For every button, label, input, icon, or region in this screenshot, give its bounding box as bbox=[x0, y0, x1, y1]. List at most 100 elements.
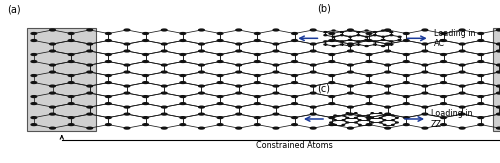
Circle shape bbox=[422, 85, 428, 87]
Circle shape bbox=[273, 50, 278, 52]
Circle shape bbox=[162, 50, 167, 52]
Circle shape bbox=[460, 106, 465, 108]
Circle shape bbox=[124, 64, 130, 66]
Circle shape bbox=[478, 40, 484, 41]
Circle shape bbox=[68, 40, 74, 41]
Circle shape bbox=[496, 64, 500, 66]
Circle shape bbox=[254, 82, 260, 83]
Circle shape bbox=[87, 29, 92, 31]
Circle shape bbox=[367, 115, 370, 116]
Circle shape bbox=[87, 50, 92, 52]
Circle shape bbox=[50, 64, 56, 66]
Circle shape bbox=[254, 103, 260, 104]
Circle shape bbox=[87, 71, 92, 73]
Circle shape bbox=[310, 50, 316, 52]
Circle shape bbox=[50, 113, 56, 115]
Circle shape bbox=[329, 54, 334, 55]
Circle shape bbox=[87, 127, 92, 129]
Circle shape bbox=[384, 120, 386, 121]
Text: Loading in
ZZ: Loading in ZZ bbox=[431, 109, 472, 129]
Circle shape bbox=[385, 92, 390, 94]
Circle shape bbox=[310, 85, 316, 87]
Text: (b): (b) bbox=[318, 3, 332, 13]
Circle shape bbox=[31, 75, 36, 76]
Circle shape bbox=[357, 35, 360, 36]
Circle shape bbox=[496, 50, 500, 52]
Circle shape bbox=[292, 103, 298, 104]
Circle shape bbox=[332, 39, 335, 40]
Circle shape bbox=[124, 85, 130, 87]
Circle shape bbox=[50, 127, 56, 129]
Circle shape bbox=[124, 43, 130, 45]
Circle shape bbox=[396, 117, 398, 118]
Circle shape bbox=[50, 85, 56, 87]
Circle shape bbox=[404, 75, 409, 76]
Circle shape bbox=[478, 61, 484, 62]
Circle shape bbox=[310, 92, 316, 94]
Circle shape bbox=[236, 50, 242, 52]
Circle shape bbox=[422, 92, 428, 94]
Circle shape bbox=[31, 117, 36, 119]
Circle shape bbox=[358, 115, 361, 116]
Circle shape bbox=[422, 29, 428, 31]
Circle shape bbox=[358, 120, 361, 121]
Circle shape bbox=[348, 43, 353, 45]
Circle shape bbox=[478, 82, 484, 83]
Circle shape bbox=[106, 103, 111, 104]
Circle shape bbox=[198, 106, 204, 108]
Circle shape bbox=[106, 40, 111, 41]
Circle shape bbox=[198, 113, 204, 115]
Circle shape bbox=[124, 71, 130, 73]
Circle shape bbox=[348, 127, 353, 129]
Circle shape bbox=[68, 117, 74, 119]
Circle shape bbox=[106, 75, 111, 76]
Circle shape bbox=[124, 92, 130, 94]
Circle shape bbox=[68, 124, 74, 126]
Circle shape bbox=[357, 41, 360, 42]
Circle shape bbox=[324, 41, 327, 42]
Circle shape bbox=[440, 96, 446, 97]
Circle shape bbox=[440, 33, 446, 34]
Circle shape bbox=[440, 124, 446, 126]
Circle shape bbox=[106, 33, 111, 34]
Circle shape bbox=[374, 44, 376, 45]
Circle shape bbox=[198, 29, 204, 31]
Circle shape bbox=[348, 64, 353, 66]
Circle shape bbox=[330, 117, 332, 118]
Text: (c): (c) bbox=[318, 83, 330, 93]
Circle shape bbox=[180, 117, 186, 119]
Circle shape bbox=[390, 35, 393, 36]
Circle shape bbox=[348, 50, 353, 52]
Circle shape bbox=[218, 54, 223, 55]
Circle shape bbox=[385, 85, 390, 87]
Circle shape bbox=[366, 96, 372, 97]
Circle shape bbox=[198, 43, 204, 45]
Circle shape bbox=[143, 103, 148, 104]
Circle shape bbox=[382, 30, 384, 31]
Bar bbox=[493, 28, 500, 131]
Circle shape bbox=[124, 106, 130, 108]
Circle shape bbox=[254, 124, 260, 126]
Circle shape bbox=[292, 40, 298, 41]
Circle shape bbox=[273, 106, 278, 108]
Circle shape bbox=[236, 85, 242, 87]
Circle shape bbox=[366, 33, 372, 34]
Circle shape bbox=[385, 29, 390, 31]
Circle shape bbox=[329, 75, 334, 76]
Circle shape bbox=[478, 117, 484, 119]
Circle shape bbox=[236, 43, 242, 45]
Circle shape bbox=[254, 117, 260, 119]
Circle shape bbox=[380, 122, 382, 123]
Circle shape bbox=[143, 117, 148, 119]
Circle shape bbox=[236, 92, 242, 94]
Circle shape bbox=[143, 61, 148, 62]
Circle shape bbox=[87, 43, 92, 45]
Circle shape bbox=[292, 96, 298, 97]
Circle shape bbox=[460, 113, 465, 115]
Bar bbox=[28, 28, 96, 131]
Text: (a): (a) bbox=[8, 5, 21, 15]
Circle shape bbox=[198, 50, 204, 52]
Circle shape bbox=[292, 61, 298, 62]
Circle shape bbox=[385, 64, 390, 66]
Circle shape bbox=[422, 71, 428, 73]
